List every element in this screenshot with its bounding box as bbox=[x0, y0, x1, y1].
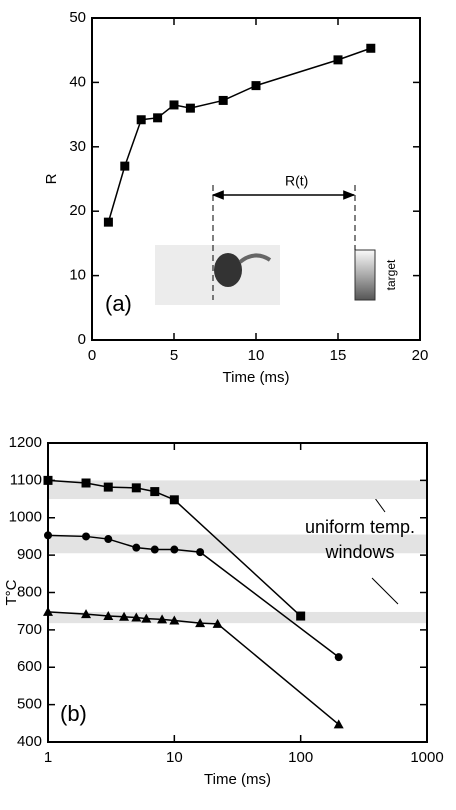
inset-image bbox=[155, 185, 399, 605]
marker bbox=[218, 95, 228, 105]
x-tick-label: 15 bbox=[330, 347, 347, 364]
y-tick-label: 40 bbox=[69, 73, 86, 90]
x-tick-label: 10 bbox=[248, 347, 265, 364]
marker bbox=[132, 543, 141, 552]
x-tick-label: 0 bbox=[88, 347, 96, 364]
series-line bbox=[47, 611, 340, 726]
marker bbox=[131, 612, 142, 622]
x-tick-label: 10 bbox=[166, 749, 183, 766]
y-tick-label: 50 bbox=[69, 9, 86, 26]
marker bbox=[150, 487, 160, 497]
marker bbox=[170, 545, 179, 554]
y-tick-label: 1100 bbox=[10, 471, 42, 488]
x-tick-label: 20 bbox=[412, 347, 429, 364]
marker bbox=[251, 81, 261, 91]
temp-window bbox=[48, 611, 427, 624]
marker bbox=[296, 611, 306, 621]
marker bbox=[103, 217, 113, 227]
y-tick-label: 1000 bbox=[9, 509, 42, 526]
marker bbox=[169, 495, 179, 505]
annotation: target bbox=[384, 259, 398, 290]
marker bbox=[334, 653, 343, 662]
marker bbox=[169, 615, 180, 625]
marker bbox=[169, 100, 179, 110]
annotation: R(t) bbox=[285, 173, 308, 189]
marker bbox=[136, 115, 146, 125]
marker bbox=[141, 613, 152, 623]
marker bbox=[81, 609, 92, 619]
marker bbox=[150, 545, 159, 554]
marker bbox=[212, 618, 223, 628]
marker bbox=[82, 532, 91, 541]
x-tick-label: 100 bbox=[288, 749, 313, 766]
y-tick-label: 20 bbox=[69, 202, 86, 219]
marker bbox=[333, 719, 344, 729]
x-axis-label: Time (ms) bbox=[223, 369, 290, 386]
marker bbox=[104, 535, 113, 544]
y-tick-label: 700 bbox=[17, 621, 42, 638]
marker bbox=[43, 475, 53, 485]
y-tick-label: 900 bbox=[17, 546, 42, 563]
y-tick-label: 400 bbox=[17, 733, 42, 750]
marker bbox=[333, 55, 343, 65]
annotation: (a) bbox=[105, 291, 132, 316]
marker bbox=[131, 483, 141, 493]
annotation: uniform temp. bbox=[305, 517, 415, 537]
y-axis-label: T°C bbox=[3, 579, 20, 605]
y-tick-label: 30 bbox=[69, 138, 86, 155]
x-tick-label: 1 bbox=[44, 749, 52, 766]
marker bbox=[43, 606, 53, 616]
y-tick-label: 600 bbox=[17, 658, 42, 675]
y-tick-label: 500 bbox=[17, 696, 42, 713]
x-tick-label: 5 bbox=[170, 347, 178, 364]
series-line bbox=[47, 534, 340, 658]
annotation: (b) bbox=[60, 701, 87, 726]
marker bbox=[103, 482, 113, 492]
marker bbox=[103, 611, 114, 621]
marker bbox=[185, 103, 195, 113]
marker bbox=[195, 618, 206, 628]
y-axis-label: R bbox=[43, 173, 60, 184]
marker bbox=[120, 161, 130, 171]
marker bbox=[81, 478, 91, 488]
y-tick-label: 0 bbox=[78, 331, 86, 348]
y-tick-label: 800 bbox=[17, 583, 42, 600]
annotation: windows bbox=[324, 542, 394, 562]
y-tick-label: 1200 bbox=[9, 434, 42, 451]
x-axis-label: Time (ms) bbox=[204, 771, 271, 788]
series-line bbox=[107, 47, 372, 223]
marker bbox=[44, 531, 52, 540]
marker bbox=[196, 548, 205, 557]
marker bbox=[153, 113, 163, 123]
y-tick-label: 10 bbox=[69, 267, 86, 284]
marker bbox=[366, 43, 376, 53]
x-tick-label: 1000 bbox=[410, 749, 443, 766]
marker bbox=[119, 611, 130, 621]
temp-window bbox=[48, 480, 427, 500]
marker bbox=[157, 614, 168, 624]
